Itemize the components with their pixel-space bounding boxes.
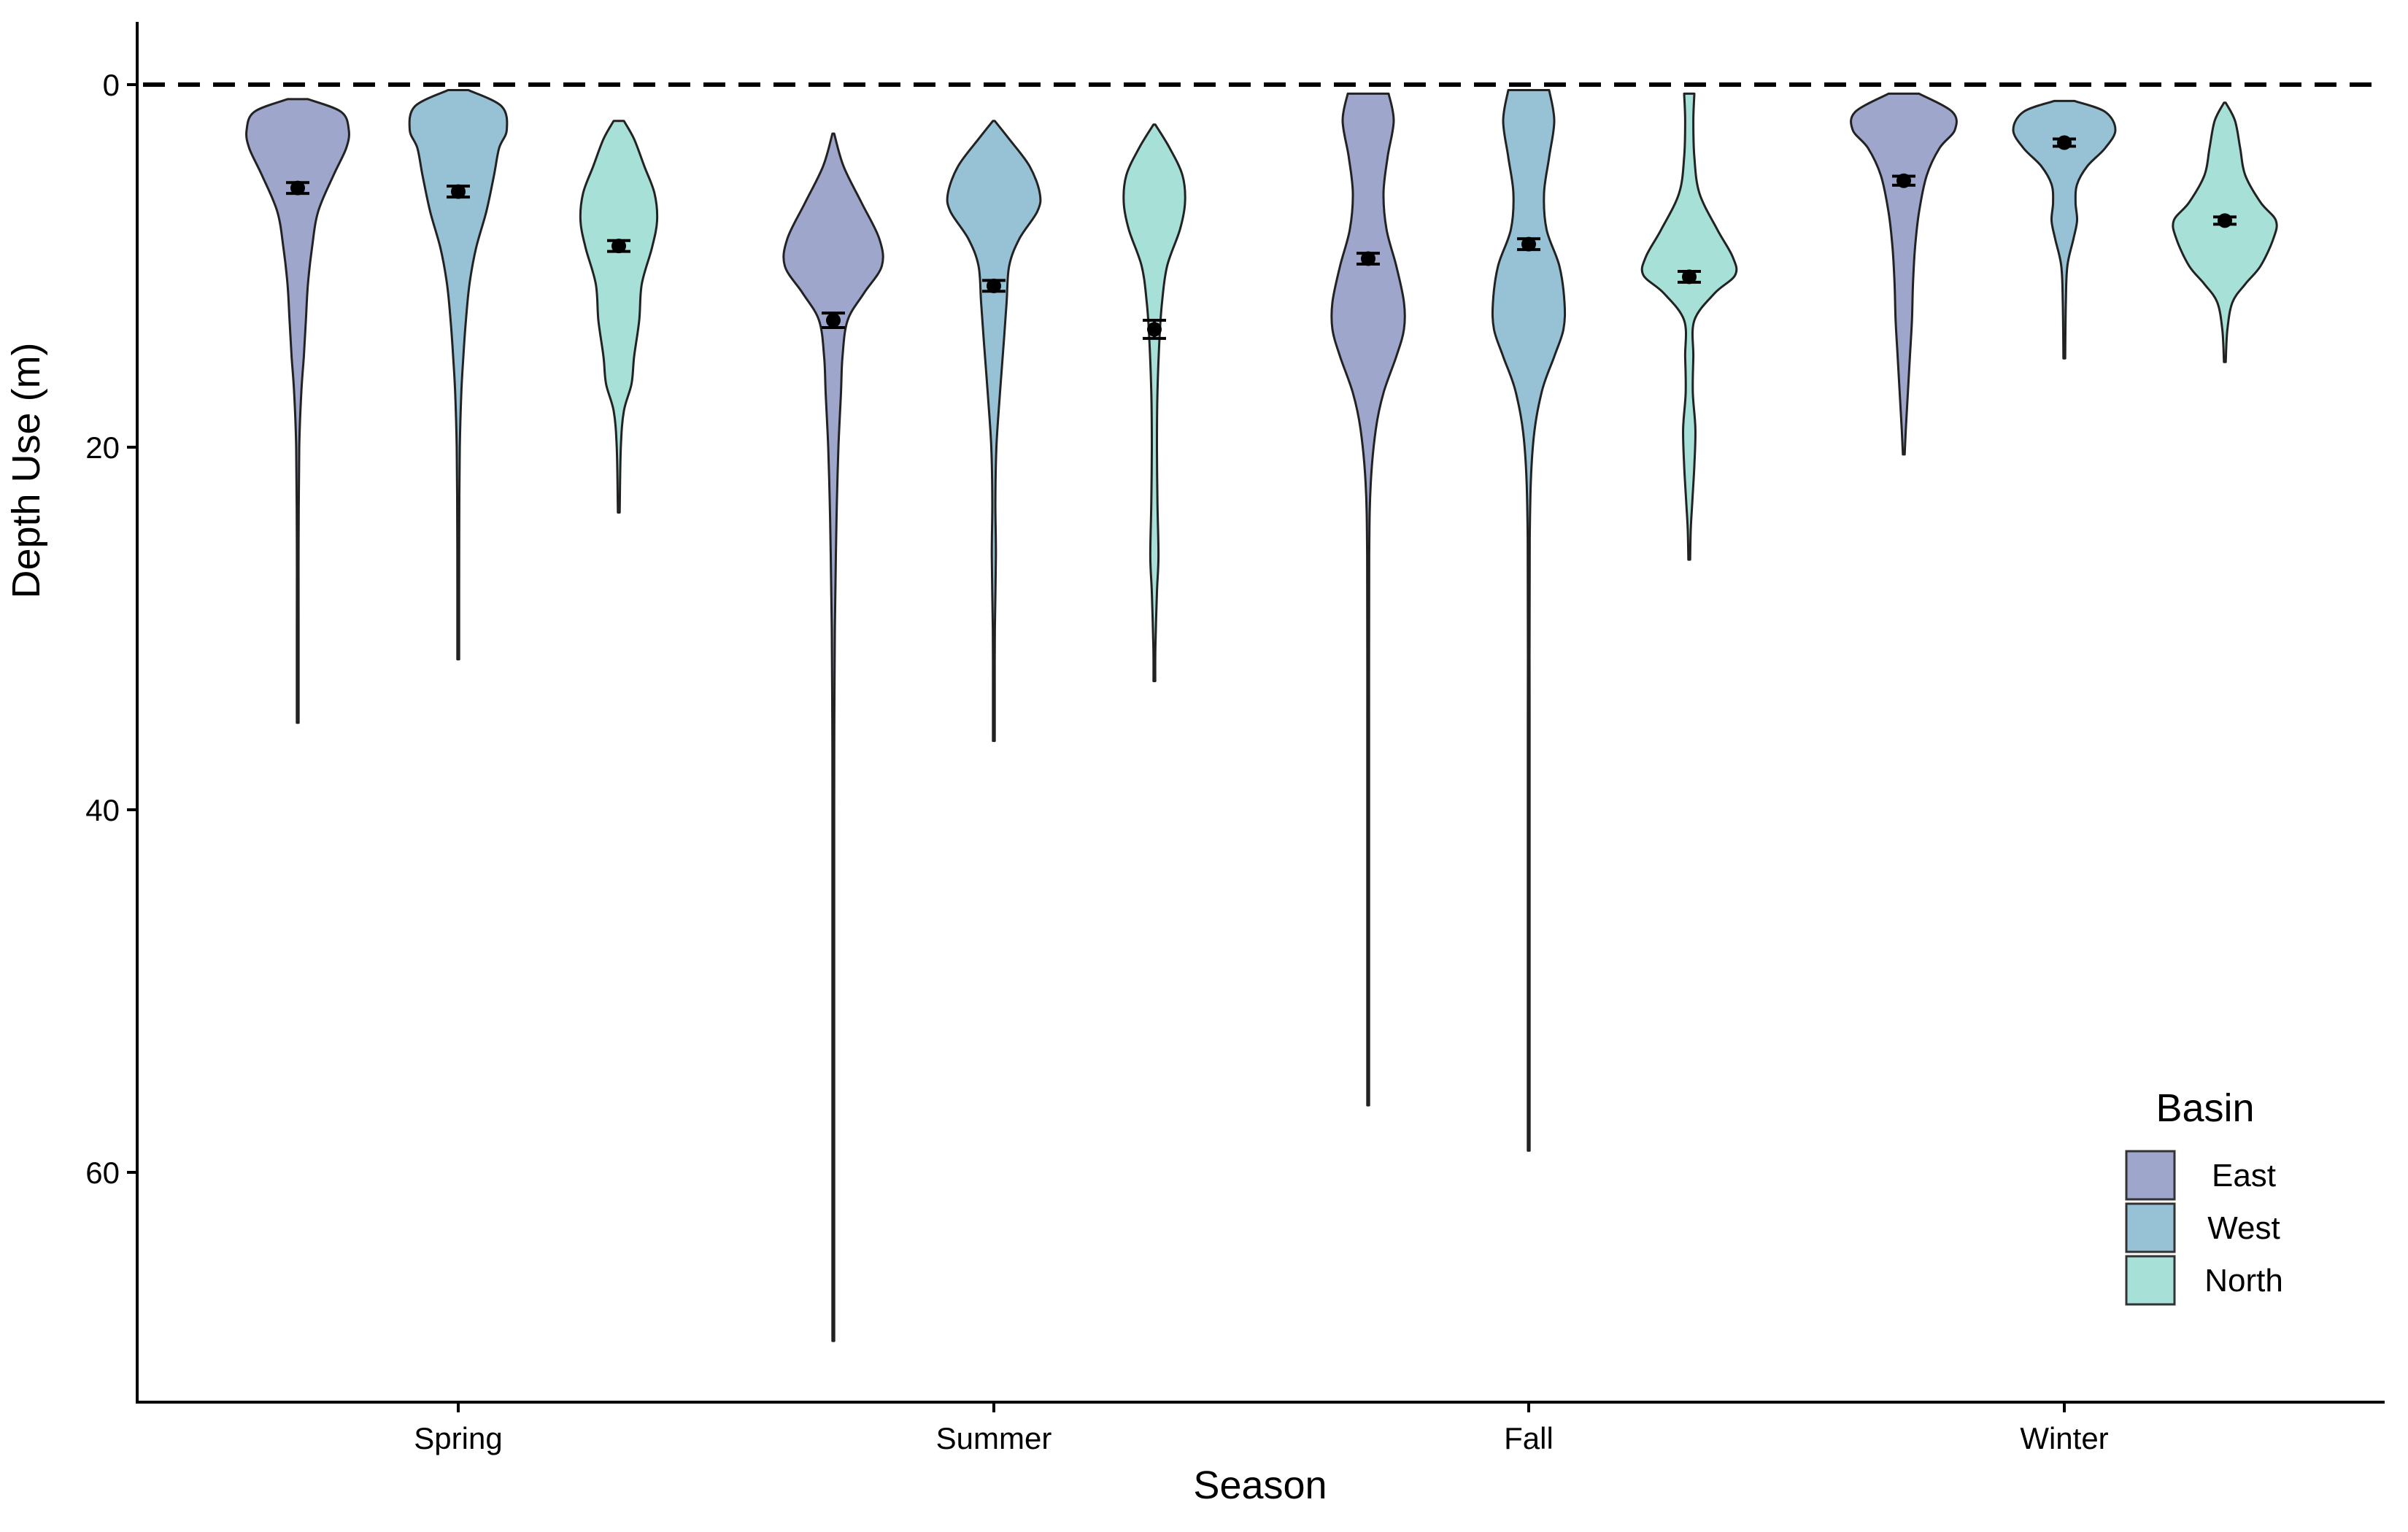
violin-west-winter [2012, 99, 2117, 360]
legend-label-west: West [2207, 1210, 2280, 1246]
y-tick-label: 20 [85, 430, 120, 465]
legend-label-north: North [2204, 1263, 2283, 1299]
mean-point-north-summer [1147, 322, 1162, 337]
violin-north-spring [579, 120, 659, 514]
mean-point-east-summer [826, 313, 841, 328]
violin-west-fall [1491, 89, 1567, 1152]
mean-point-west-summer [987, 278, 1001, 293]
mean-point-east-fall [1361, 251, 1375, 266]
x-tick-label: Fall [1504, 1421, 1554, 1455]
x-axis-title: Season [1193, 1463, 1327, 1507]
legend-label-east: East [2212, 1158, 2276, 1194]
legend-swatch-east [2125, 1150, 2176, 1201]
y-tick-label: 0 [103, 68, 120, 102]
mean-point-west-fall [1521, 236, 1536, 252]
violin-east-summer [782, 132, 884, 1342]
violin-west-spring [408, 89, 509, 661]
mean-point-east-spring [290, 180, 305, 196]
violin-east-spring [245, 98, 350, 724]
violin-east-winter [1850, 92, 1958, 456]
x-tick-label: Summer [936, 1421, 1052, 1455]
legend: Basin East West North [2125, 1086, 2283, 1306]
y-tick-label: 40 [85, 793, 120, 827]
x-tick-label: Winter [2020, 1421, 2108, 1455]
violins-layer [245, 89, 2278, 1342]
mean-point-west-winter [2057, 135, 2072, 150]
x-axis-ticks: Spring Summer Fall Winter [414, 1402, 2109, 1455]
mean-point-north-spring [611, 239, 626, 254]
legend-swatch-west [2125, 1202, 2176, 1253]
legend-swatch-north [2125, 1255, 2176, 1306]
violin-north-winter [2172, 101, 2278, 363]
legend-title: Basin [2156, 1086, 2254, 1130]
y-tick-label: 60 [85, 1156, 120, 1190]
violin-north-fall [1640, 92, 1738, 561]
x-tick-label: Spring [414, 1421, 502, 1455]
mean-point-north-winter [2218, 213, 2232, 228]
mean-point-north-fall [1682, 269, 1697, 285]
legend-items: East West North [2125, 1150, 2283, 1306]
violin-west-summer [946, 120, 1042, 743]
y-axis-title: Depth Use (m) [4, 342, 48, 598]
y-axis-ticks: 0 20 40 60 [85, 68, 137, 1190]
mean-point-east-winter [1896, 173, 1911, 188]
violin-east-fall [1330, 92, 1406, 1107]
mean-point-west-spring [451, 184, 466, 199]
violin-north-summer [1122, 123, 1186, 683]
